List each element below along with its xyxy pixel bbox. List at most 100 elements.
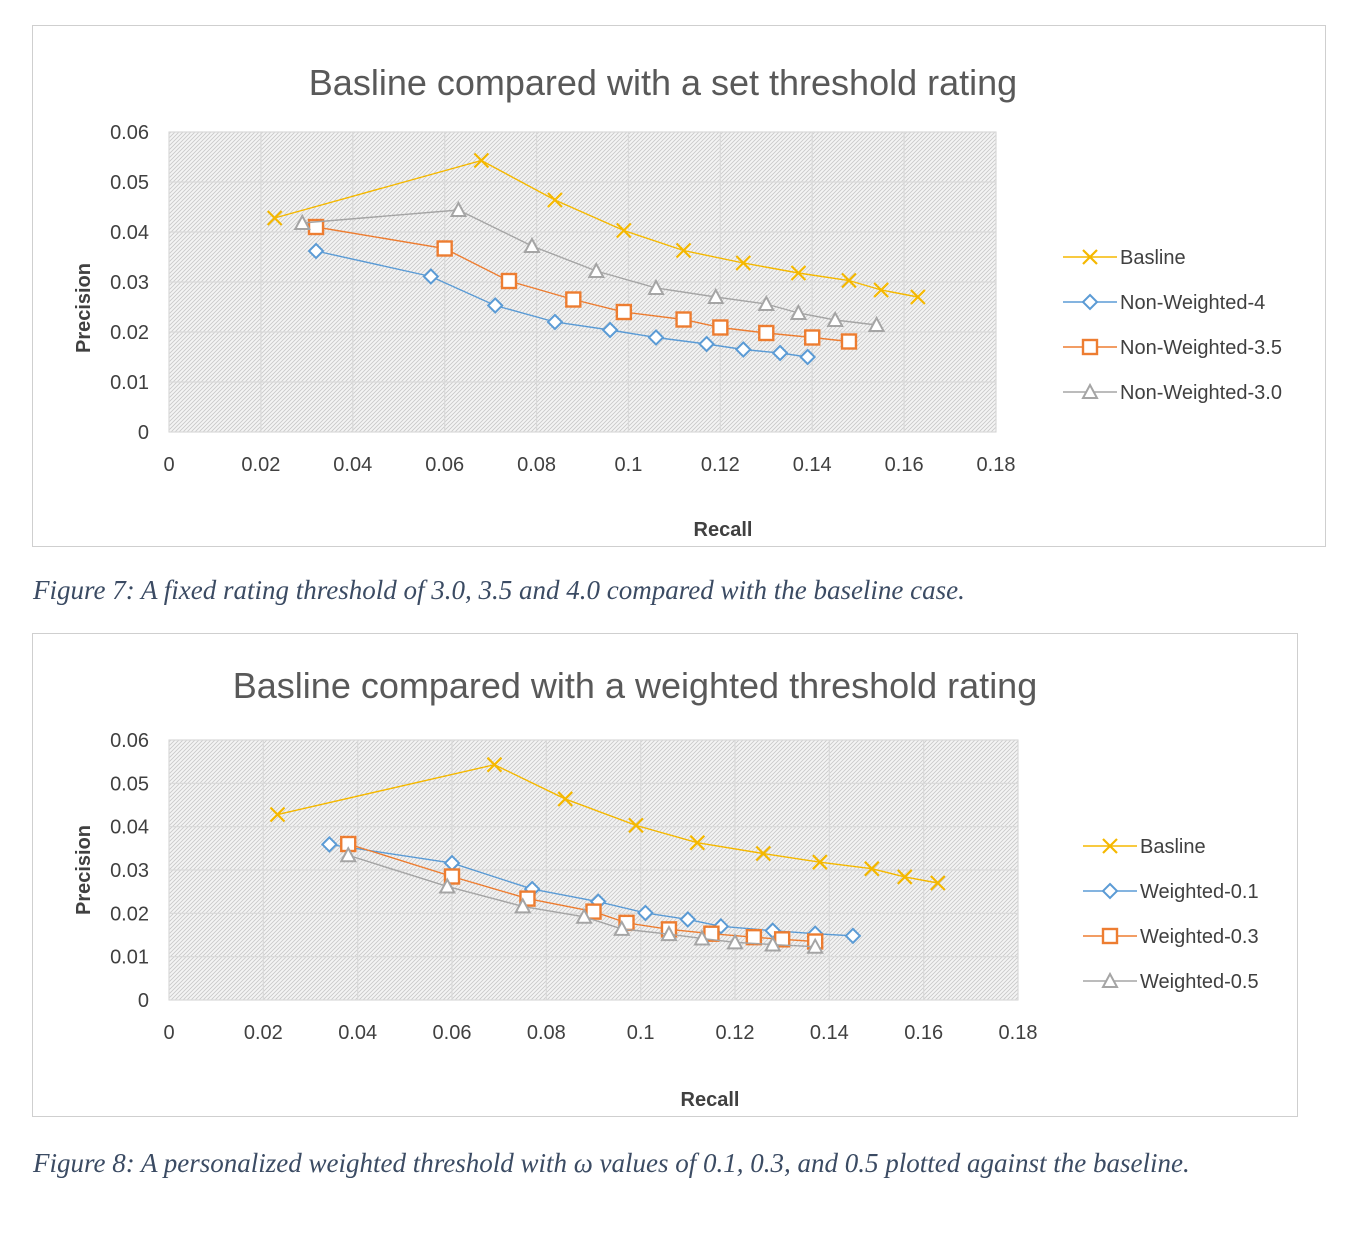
- chart-figure-8: Basline compared with a weighted thresho…: [32, 633, 1298, 1117]
- series-basline: [269, 756, 946, 891]
- y-tick-label: 0.02: [110, 903, 149, 925]
- data-point: [438, 877, 456, 894]
- x-tick-label: 0.16: [904, 1022, 943, 1044]
- data-point: [523, 236, 541, 253]
- legend-marker: [1081, 338, 1099, 356]
- y-tick-label: 0.03: [110, 860, 149, 882]
- legend-marker: [1102, 838, 1118, 854]
- y-tick-label: 0.03: [110, 272, 149, 294]
- data-point: [755, 845, 772, 862]
- legend-label: Non-Weighted-3.0: [1120, 382, 1282, 404]
- x-tick-label: 0.04: [338, 1022, 377, 1044]
- data-point: [514, 897, 532, 914]
- data-point: [587, 261, 605, 278]
- y-tick-label: 0: [138, 422, 149, 444]
- data-point: [615, 303, 633, 321]
- data-point: [790, 265, 807, 281]
- legend-marker: [1101, 927, 1119, 945]
- data-point: [628, 817, 644, 834]
- y-axis-label: Precision: [73, 263, 95, 353]
- data-point: [565, 291, 582, 308]
- data-point: [449, 200, 468, 217]
- data-point: [764, 935, 782, 952]
- data-point: [841, 272, 857, 289]
- data-point: [812, 854, 828, 870]
- x-tick-label: 0.1: [627, 1022, 655, 1044]
- y-tick-label: 0.05: [110, 773, 149, 795]
- data-point: [473, 152, 490, 169]
- series-line: [348, 854, 816, 948]
- data-point: [647, 278, 665, 295]
- y-tick-label: 0: [138, 990, 149, 1012]
- data-point: [771, 344, 789, 362]
- data-point: [613, 919, 631, 936]
- y-tick-label: 0.06: [110, 122, 149, 144]
- series-line: [329, 843, 853, 937]
- data-point: [689, 834, 706, 851]
- series-line: [315, 226, 850, 343]
- y-tick-label: 0.02: [110, 322, 149, 344]
- legend-label: Non-Weighted-4: [1120, 292, 1265, 314]
- legend-label: Weighted-0.3: [1140, 926, 1259, 948]
- y-tick-label: 0.06: [110, 730, 149, 752]
- chart-svg-figure-7: Basline compared with a set threshold ra…: [73, 62, 1282, 541]
- data-point: [707, 287, 725, 304]
- series-weighted-0-1: [320, 836, 862, 945]
- x-tick-label: 0.16: [885, 454, 924, 476]
- figure-7-caption: Figure 7: A fixed rating threshold of 3.…: [33, 575, 965, 605]
- series-basline: [266, 152, 926, 305]
- data-point: [930, 875, 946, 891]
- x-tick-label: 0.1: [615, 454, 643, 476]
- data-point: [758, 324, 775, 342]
- data-point: [422, 268, 440, 285]
- data-point: [844, 927, 862, 945]
- data-point: [547, 192, 563, 208]
- chart-title: Basline compared with a weighted thresho…: [233, 665, 1037, 706]
- data-point: [436, 240, 453, 257]
- series-line: [315, 250, 808, 358]
- data-point: [745, 928, 763, 946]
- x-axis-label: Recall: [681, 1089, 740, 1111]
- legend: Basline Non-Weighted-4 Non-Weighted-3.5 Non…: [1063, 247, 1282, 404]
- data-point: [266, 210, 283, 226]
- data-point: [601, 321, 619, 339]
- data-point: [757, 294, 775, 311]
- x-tick-label: 0.04: [333, 454, 372, 476]
- data-point: [867, 315, 886, 332]
- x-tick-label: 0.06: [425, 454, 464, 476]
- series-non-weighted-3-0: [293, 200, 886, 332]
- x-tick-label: 0.12: [701, 454, 740, 476]
- data-point: [864, 860, 880, 877]
- legend-marker: [1101, 882, 1119, 900]
- y-tick-label: 0.01: [110, 947, 149, 969]
- series-line: [348, 843, 816, 943]
- data-point: [675, 242, 692, 259]
- data-point: [500, 272, 518, 290]
- legend-label: Non-Weighted-3.5: [1120, 337, 1282, 359]
- data-point: [703, 925, 720, 942]
- data-point: [840, 333, 858, 350]
- data-point: [269, 806, 286, 823]
- gridlines: [168, 131, 997, 433]
- data-point: [616, 222, 632, 239]
- data-point: [712, 319, 729, 336]
- data-point: [675, 311, 692, 328]
- chart-title: Basline compared with a set threshold ra…: [309, 62, 1017, 103]
- legend-label: Weighted-0.1: [1140, 881, 1259, 903]
- data-point: [799, 348, 817, 366]
- data-point: [897, 869, 913, 885]
- series-non-weighted-4: [307, 242, 817, 366]
- x-tick-label: 0.08: [527, 1022, 566, 1044]
- data-point: [726, 933, 744, 950]
- data-point: [320, 836, 338, 853]
- legend-marker: [1082, 249, 1098, 265]
- data-point: [806, 937, 824, 954]
- x-tick-label: 0.02: [241, 454, 280, 476]
- data-point: [698, 335, 715, 353]
- figure-8-caption: Figure 8: A personalized weighted thresh…: [33, 1148, 1190, 1178]
- legend-marker: [1081, 293, 1099, 311]
- legend-label: Weighted-0.5: [1140, 971, 1259, 993]
- data-point: [734, 341, 752, 358]
- series-non-weighted-3-5: [307, 218, 858, 350]
- series-line: [302, 209, 877, 326]
